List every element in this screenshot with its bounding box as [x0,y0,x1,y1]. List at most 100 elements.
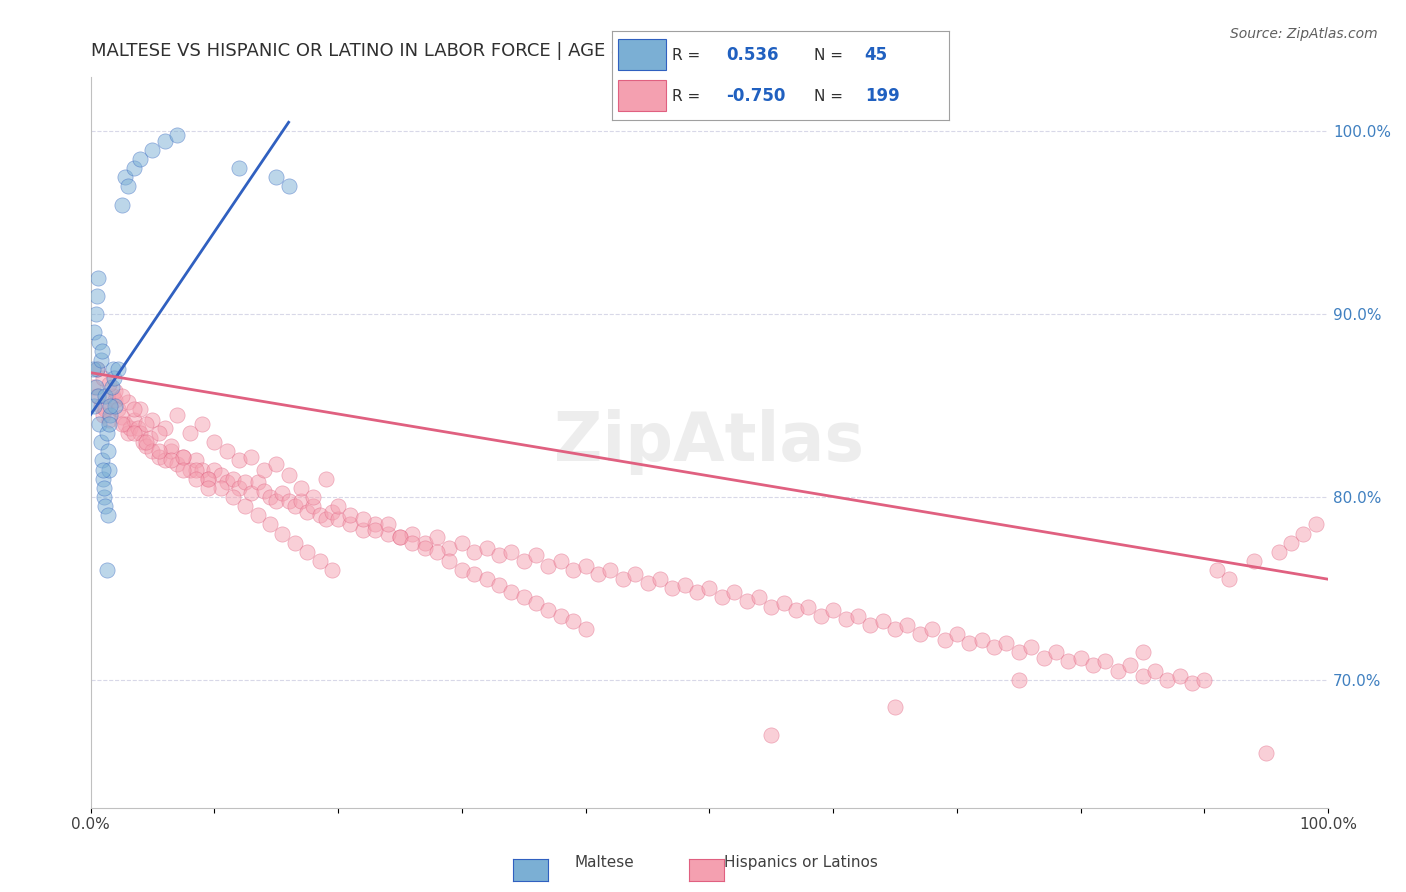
Point [921,622,943,636]
Point [197,481,219,495]
Point [86,389,108,403]
Point [1081,658,1104,673]
Point [1205,563,1227,577]
Point [160,444,183,458]
Point [166,408,188,422]
Point [96,563,118,577]
Point [86,362,108,376]
Point [426,545,449,559]
Point [934,632,956,647]
Point [135,435,157,450]
Point [388,530,411,544]
Point [98,376,121,391]
Point [122,413,145,427]
Point [228,453,250,467]
Text: Hispanics or Latinos: Hispanics or Latinos [724,855,879,870]
Point [215,475,238,490]
Point [135,439,157,453]
Point [810,608,832,623]
Point [339,508,361,523]
Point [153,453,176,467]
Point [1292,526,1315,541]
Point [215,444,238,458]
Point [82,380,104,394]
Point [401,526,423,541]
Point [463,566,485,581]
Point [84,380,107,394]
Point [872,614,894,628]
Point [995,636,1018,650]
Point [388,530,411,544]
Point [501,585,523,599]
Point [1256,746,1278,760]
Point [131,435,153,450]
Point [197,472,219,486]
Point [84,307,107,321]
Point [148,425,170,440]
Point [537,603,560,617]
Point [785,603,807,617]
Point [439,554,461,568]
Point [686,585,709,599]
Point [100,399,122,413]
Point [110,409,132,424]
Point [271,486,294,500]
Point [637,575,659,590]
Point [122,161,145,175]
Text: Maltese: Maltese [575,855,634,870]
Point [413,535,436,549]
Point [377,526,399,541]
Point [488,549,510,563]
Point [970,632,993,647]
Point [1168,669,1191,683]
Point [1008,645,1031,659]
Point [1305,517,1327,532]
Point [326,499,349,513]
Text: N =: N = [814,48,844,62]
Point [179,462,201,476]
Point [846,608,869,623]
Point [513,591,536,605]
Point [83,399,105,413]
Point [89,435,111,450]
Point [859,618,882,632]
Point [89,352,111,367]
Point [326,512,349,526]
Point [277,468,299,483]
Point [153,420,176,434]
Point [451,535,474,549]
Point [98,417,121,431]
Point [295,505,318,519]
Point [501,545,523,559]
Point [240,486,263,500]
Point [575,622,598,636]
Point [160,439,183,453]
Point [772,596,794,610]
Point [1019,640,1042,654]
Point [271,526,294,541]
Point [264,170,287,185]
Point [141,143,163,157]
Point [117,179,139,194]
Point [352,523,374,537]
Point [89,417,111,431]
Point [562,614,585,628]
Point [426,530,449,544]
Point [191,417,214,431]
Point [364,523,387,537]
Point [153,134,176,148]
Point [761,599,783,614]
Point [86,362,108,376]
Point [1132,645,1154,659]
Point [104,384,127,398]
Point [184,453,207,467]
Point [834,612,856,626]
Point [352,512,374,526]
Point [550,554,572,568]
Point [148,450,170,464]
Point [673,577,696,591]
Point [253,462,276,476]
Point [120,420,142,434]
Point [240,450,263,464]
Point [797,599,820,614]
